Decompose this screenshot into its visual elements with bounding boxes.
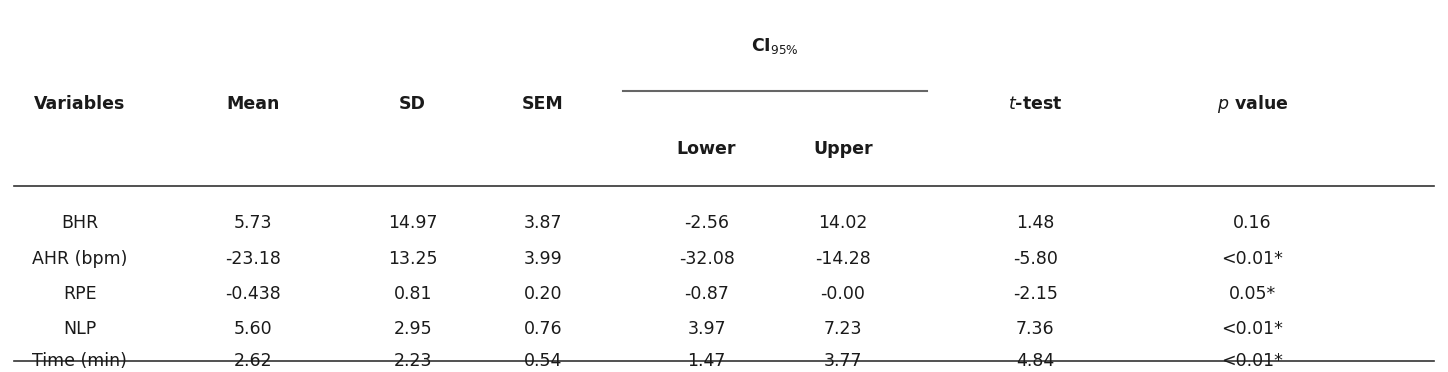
Text: <0.01*: <0.01* <box>1222 320 1283 338</box>
Text: 3.97: 3.97 <box>688 320 725 338</box>
Text: -0.00: -0.00 <box>821 285 864 303</box>
Text: Mean: Mean <box>227 95 279 113</box>
Text: <0.01*: <0.01* <box>1222 352 1283 370</box>
Text: -32.08: -32.08 <box>679 250 734 267</box>
Text: 13.25: 13.25 <box>388 250 437 267</box>
Text: 0.54: 0.54 <box>524 352 562 370</box>
Text: 3.99: 3.99 <box>524 250 562 267</box>
Text: BHR: BHR <box>61 214 98 232</box>
Text: 0.05*: 0.05* <box>1229 285 1276 303</box>
Text: 0.16: 0.16 <box>1234 214 1271 232</box>
Text: NLP: NLP <box>64 320 96 338</box>
Text: -14.28: -14.28 <box>815 250 870 267</box>
Text: -5.80: -5.80 <box>1014 250 1057 267</box>
Text: Time (min): Time (min) <box>32 352 127 370</box>
Text: Lower: Lower <box>676 140 737 158</box>
Text: RPE: RPE <box>62 285 97 303</box>
Text: 14.02: 14.02 <box>818 214 867 232</box>
Text: $\mathit{t}$-test: $\mathit{t}$-test <box>1008 95 1063 113</box>
Text: $\mathit{p}$ value: $\mathit{p}$ value <box>1216 93 1289 115</box>
Text: <0.01*: <0.01* <box>1222 250 1283 267</box>
Text: 2.23: 2.23 <box>394 352 432 370</box>
Text: -0.87: -0.87 <box>685 285 728 303</box>
Text: 7.23: 7.23 <box>824 320 862 338</box>
Text: 2.95: 2.95 <box>394 320 432 338</box>
Text: 2.62: 2.62 <box>235 352 272 370</box>
Text: 3.77: 3.77 <box>824 352 862 370</box>
Text: 3.87: 3.87 <box>524 214 562 232</box>
Text: 1.48: 1.48 <box>1016 214 1054 232</box>
Text: 4.84: 4.84 <box>1016 352 1054 370</box>
Text: 1.47: 1.47 <box>688 352 725 370</box>
Text: -23.18: -23.18 <box>226 250 281 267</box>
Text: 14.97: 14.97 <box>388 214 437 232</box>
Text: -0.438: -0.438 <box>226 285 281 303</box>
Text: CI$_{95\%}$: CI$_{95\%}$ <box>752 36 798 57</box>
Text: Upper: Upper <box>812 140 873 158</box>
Text: 0.76: 0.76 <box>524 320 562 338</box>
Text: -2.15: -2.15 <box>1014 285 1057 303</box>
Text: 7.36: 7.36 <box>1016 320 1054 338</box>
Text: AHR (bpm): AHR (bpm) <box>32 250 127 267</box>
Text: 5.60: 5.60 <box>235 320 272 338</box>
Text: Variables: Variables <box>33 95 126 113</box>
Text: SEM: SEM <box>523 95 563 113</box>
Text: 0.20: 0.20 <box>524 285 562 303</box>
Text: SD: SD <box>400 95 426 113</box>
Text: 5.73: 5.73 <box>235 214 272 232</box>
Text: 0.81: 0.81 <box>394 285 432 303</box>
Text: -2.56: -2.56 <box>683 214 730 232</box>
